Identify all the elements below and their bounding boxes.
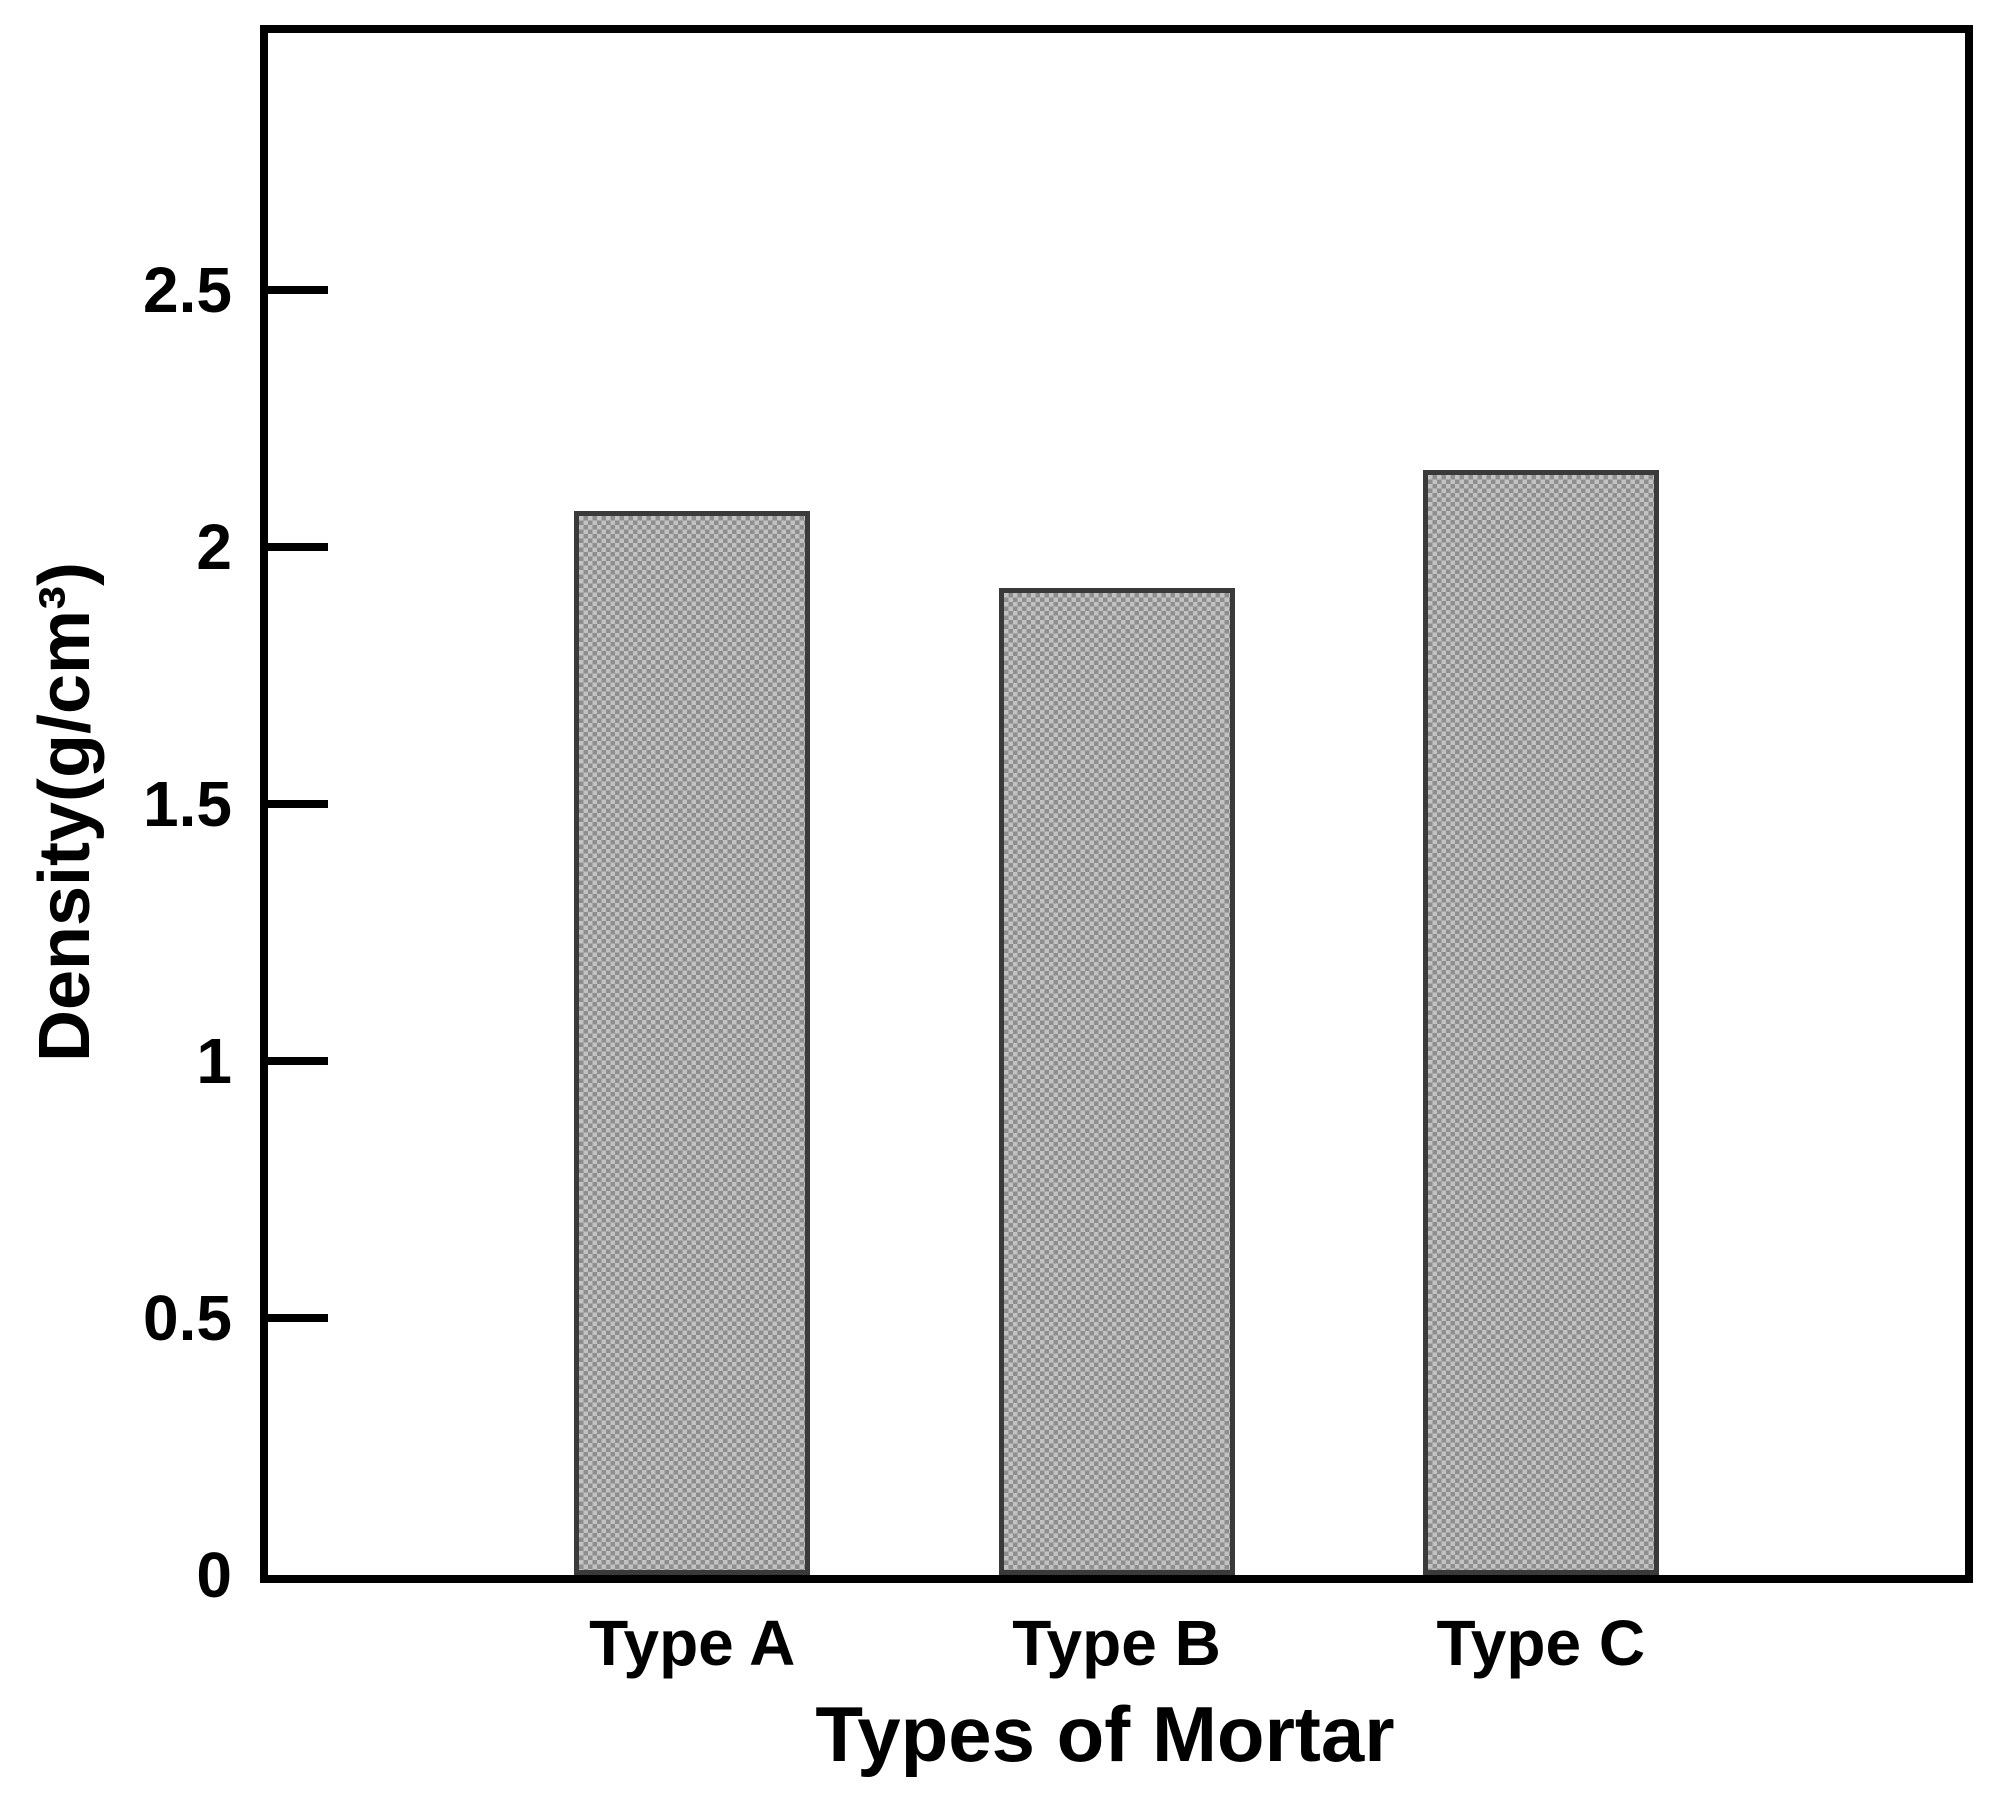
bar-type-c <box>1422 470 1659 1575</box>
bar-type-b <box>998 588 1235 1575</box>
x-tick-label-type-b: Type B <box>1012 1607 1221 1679</box>
bar-type-a <box>574 511 811 1575</box>
y-tick-label-1.5: 1.5 <box>143 768 232 840</box>
plot-area <box>260 25 1973 1583</box>
y-tick-1 <box>268 1057 328 1065</box>
y-tick-label-2: 2 <box>196 511 232 583</box>
y-tick-label-2.5: 2.5 <box>143 254 232 326</box>
y-tick-2.5 <box>268 286 328 294</box>
y-tick-label-1: 1 <box>196 1025 232 1097</box>
x-tick-label-type-a: Type A <box>589 1607 796 1679</box>
x-axis-title: Types of Mortar <box>815 1690 1395 1778</box>
x-tick-label-type-c: Type C <box>1436 1607 1646 1679</box>
y-tick-label-0.5: 0.5 <box>143 1282 232 1354</box>
y-tick-1.5 <box>268 800 328 808</box>
y-tick-label-0: 0 <box>196 1539 232 1611</box>
y-tick-2 <box>268 543 328 551</box>
y-tick-0.5 <box>268 1314 328 1322</box>
